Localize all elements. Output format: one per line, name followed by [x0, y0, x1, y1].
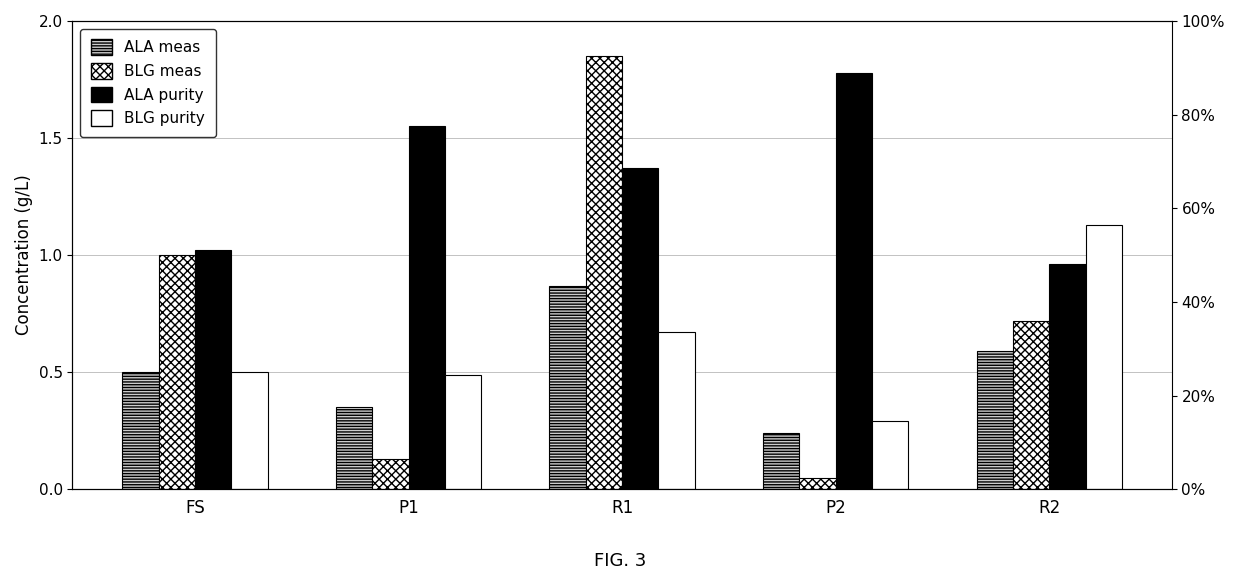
- Bar: [872, 422, 908, 489]
- Bar: [585, 56, 622, 489]
- Bar: [195, 251, 232, 489]
- Bar: [232, 372, 268, 489]
- Bar: [763, 433, 800, 489]
- Bar: [1013, 321, 1049, 489]
- Bar: [658, 332, 694, 489]
- Bar: [977, 351, 1013, 489]
- Bar: [123, 372, 159, 489]
- Bar: [549, 285, 585, 489]
- Bar: [336, 407, 372, 489]
- Bar: [445, 375, 481, 489]
- Bar: [372, 459, 408, 489]
- Bar: [1085, 225, 1122, 489]
- Bar: [408, 126, 445, 489]
- Legend: ALA meas, BLG meas, ALA purity, BLG purity: ALA meas, BLG meas, ALA purity, BLG puri…: [81, 29, 216, 137]
- Text: FIG. 3: FIG. 3: [594, 553, 646, 570]
- Bar: [159, 255, 195, 489]
- Bar: [622, 169, 658, 489]
- Bar: [836, 73, 872, 489]
- Y-axis label: Concentration (g/L): Concentration (g/L): [15, 174, 33, 336]
- Bar: [800, 478, 836, 489]
- Bar: [1049, 264, 1085, 489]
